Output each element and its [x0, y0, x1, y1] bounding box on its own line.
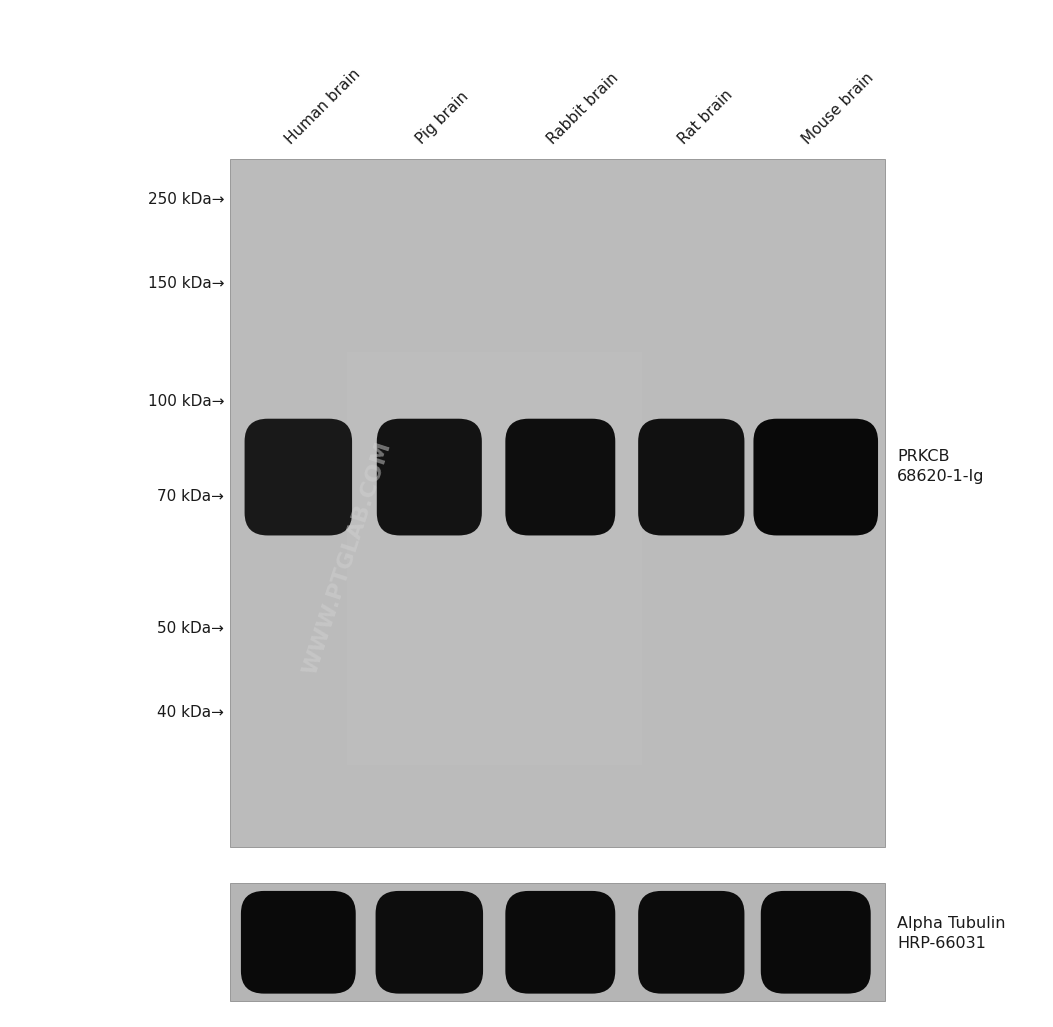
Text: WWW.PTGLAB.COM: WWW.PTGLAB.COM: [300, 440, 395, 678]
FancyBboxPatch shape: [377, 419, 482, 535]
FancyBboxPatch shape: [754, 419, 878, 535]
Text: 40 kDa→: 40 kDa→: [157, 705, 224, 720]
Text: Human brain: Human brain: [282, 66, 363, 147]
Text: Rat brain: Rat brain: [675, 87, 735, 147]
Text: 70 kDa→: 70 kDa→: [157, 489, 224, 504]
Bar: [230, 883, 885, 1001]
Text: Rabbit brain: Rabbit brain: [544, 70, 621, 147]
FancyBboxPatch shape: [244, 419, 352, 535]
Text: 50 kDa→: 50 kDa→: [157, 621, 224, 636]
Text: Mouse brain: Mouse brain: [800, 70, 877, 147]
FancyBboxPatch shape: [505, 890, 615, 994]
FancyBboxPatch shape: [241, 890, 356, 994]
FancyBboxPatch shape: [505, 419, 615, 535]
Text: Pig brain: Pig brain: [414, 88, 472, 147]
FancyBboxPatch shape: [760, 890, 871, 994]
FancyBboxPatch shape: [376, 890, 483, 994]
Text: 150 kDa→: 150 kDa→: [147, 275, 224, 291]
Text: Alpha Tubulin
HRP-66031: Alpha Tubulin HRP-66031: [897, 916, 1006, 951]
FancyBboxPatch shape: [638, 890, 744, 994]
Text: 100 kDa→: 100 kDa→: [147, 394, 224, 409]
Text: 250 kDa→: 250 kDa→: [147, 192, 224, 207]
Text: PRKCB
68620-1-Ig: PRKCB 68620-1-Ig: [897, 449, 985, 484]
Bar: [347, 352, 642, 765]
Bar: [230, 159, 885, 847]
FancyBboxPatch shape: [638, 419, 744, 535]
